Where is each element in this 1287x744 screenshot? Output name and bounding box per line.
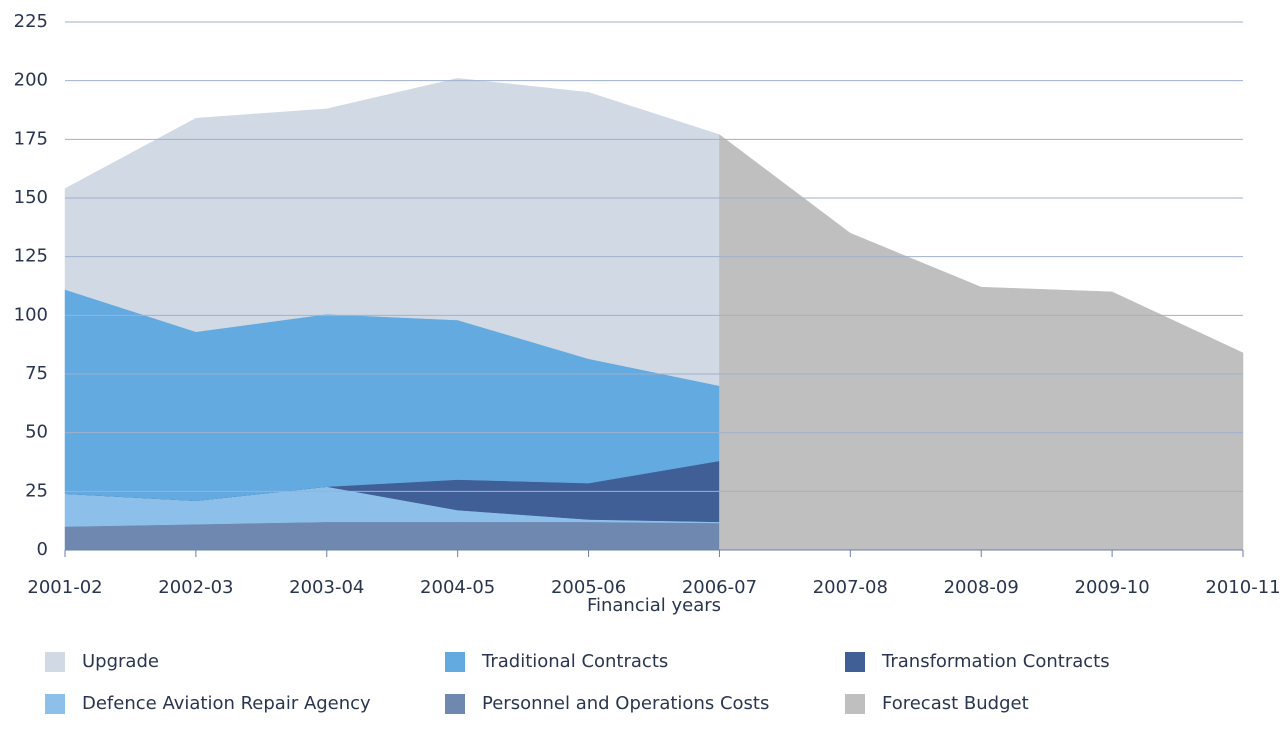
- area: [64, 521, 720, 551]
- legend-label: Defence Aviation Repair Agency: [82, 693, 371, 714]
- y-tick-label: 100: [14, 304, 48, 325]
- legend-swatch: [845, 694, 865, 714]
- y-tick-label: 75: [25, 363, 48, 384]
- x-tick-label: 2010-11: [1205, 577, 1280, 598]
- x-tick-label: 2002-03: [158, 577, 233, 598]
- y-tick-label: 50: [25, 422, 48, 443]
- legend-label: Forecast Budget: [882, 693, 1029, 714]
- y-tick-label: 225: [14, 11, 48, 32]
- y-tick-label: 200: [14, 70, 48, 91]
- areas: [64, 78, 1244, 551]
- x-tick-label: 2007-08: [813, 577, 888, 598]
- legend-label: Transformation Contracts: [881, 651, 1110, 672]
- x-tick-label: 2001-02: [27, 577, 102, 598]
- legend-swatch: [445, 694, 465, 714]
- y-tick-label: 150: [14, 187, 48, 208]
- y-tick-label: 0: [37, 539, 48, 560]
- x-tick-label: 2004-05: [420, 577, 495, 598]
- x-tick-label: 2008-09: [944, 577, 1019, 598]
- legend-label: Personnel and Operations Costs: [482, 693, 769, 714]
- legend-swatch: [45, 652, 65, 672]
- y-tick-label: 25: [25, 480, 48, 501]
- legend-swatch: [445, 652, 465, 672]
- y-tick-label: 125: [14, 246, 48, 267]
- legend-swatch: [845, 652, 865, 672]
- area: [719, 134, 1244, 551]
- x-tick-label: 2009-10: [1075, 577, 1150, 598]
- y-tick-label: 175: [14, 128, 48, 149]
- x-tick-label: 2006-07: [682, 577, 757, 598]
- x-axis-label: Financial years: [587, 595, 721, 616]
- legend-label: Upgrade: [82, 651, 159, 672]
- x-tick-label: 2003-04: [289, 577, 364, 598]
- legend-label: Traditional Contracts: [481, 651, 668, 672]
- x-tick-label: 2005-06: [551, 577, 626, 598]
- legend-swatch: [45, 694, 65, 714]
